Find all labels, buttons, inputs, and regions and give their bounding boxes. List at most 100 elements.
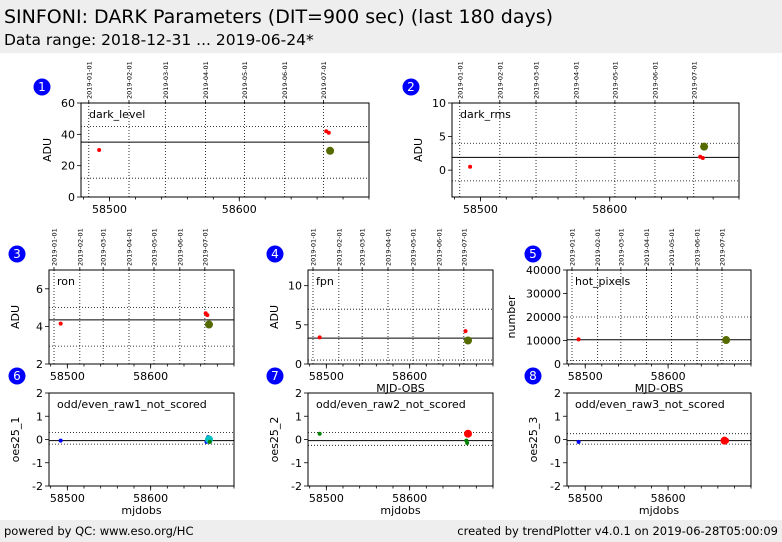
panel-number-badge <box>8 367 26 385</box>
date-tick-label: 2019-07-01 <box>320 61 328 99</box>
data-point <box>317 335 322 340</box>
y-axis-label: ADU <box>268 305 281 329</box>
date-tick-label: 2019-03-01 <box>533 61 541 99</box>
date-tick-label: 2019-02-01 <box>496 61 504 99</box>
y-tick-label: 40000 <box>526 264 561 277</box>
chart-2: 2 2019-01-01 2019-02-01 2019-03-01 2019-04-0… <box>402 61 740 216</box>
x-axis-label: mjdobs <box>121 504 161 517</box>
data-point <box>326 130 331 135</box>
y-tick-label: 2 <box>36 358 43 371</box>
plot-frame <box>80 102 370 198</box>
data-point <box>58 438 63 443</box>
date-tick-label: 2019-02-01 <box>126 61 134 99</box>
y-axis-label: ADU <box>412 138 425 162</box>
date-tick-label: 2019-03-01 <box>617 228 625 266</box>
date-tick-label: 2019-03-01 <box>359 228 367 266</box>
y-tick-label: -2 <box>32 480 43 493</box>
date-tick-label: 2019-01-01 <box>456 61 464 99</box>
x-axis-label: MJD-OBS <box>376 382 424 395</box>
data-point <box>465 440 470 445</box>
x-tick-label: 58500 <box>568 492 603 505</box>
data-point <box>576 439 581 444</box>
x-tick-label: 58600 <box>133 370 168 383</box>
chart-1: 1 2019-01-01 2019-02-01 2019-03-01 2019-04-0… <box>33 61 370 216</box>
x-tick-label: 58600 <box>133 492 168 505</box>
date-tick-label: 2019-03-01 <box>162 61 170 99</box>
y-tick-label: 2 <box>554 387 561 400</box>
y-tick-label: -1 <box>291 457 302 470</box>
y-tick-label: 5 <box>439 131 446 144</box>
y-axis-label: oes25_3 <box>527 417 540 463</box>
x-tick-label: 58500 <box>568 370 603 383</box>
date-tick-label: 2019-06-01 <box>281 61 289 99</box>
y-axis-label: oes25_1 <box>9 417 22 463</box>
footer-created: created by trendPlotter v4.0.1 on 2019-0… <box>457 524 778 538</box>
panel-number-badge <box>402 78 420 96</box>
date-tick-label: 2019-04-01 <box>385 228 393 266</box>
footer-credit: powered by QC: www.eso.org/HC <box>4 524 194 538</box>
y-tick-label: 40 <box>61 128 75 141</box>
x-tick-label: 58600 <box>392 492 427 505</box>
data-point <box>464 336 472 345</box>
y-tick-label: 0 <box>554 434 561 447</box>
data-point <box>317 431 322 436</box>
y-tick-label: 0 <box>439 164 446 177</box>
y-tick-label: 4 <box>36 320 43 333</box>
parameter-name: odd/even_raw1_not_scored <box>57 398 207 411</box>
data-point <box>205 320 213 329</box>
data-point <box>723 437 730 444</box>
y-tick-label: 30000 <box>526 288 561 301</box>
y-axis-label: number <box>505 295 518 338</box>
data-point <box>722 336 731 345</box>
footer-bar: powered by QC: www.eso.org/HC created by… <box>0 520 782 542</box>
x-axis-label: MJD-OBS <box>635 382 683 395</box>
page-subtitle: Data range: 2018-12-31 ... 2019-06-24* <box>4 31 314 49</box>
y-tick-label: 0 <box>554 358 561 371</box>
y-tick-label: 60 <box>61 97 75 110</box>
x-tick-label: 58600 <box>651 492 686 505</box>
parameter-name: ron <box>57 275 75 288</box>
header-bar: SINFONI: DARK Parameters (DIT=900 sec) (… <box>0 0 782 53</box>
panel-number: 6 <box>13 369 21 383</box>
date-tick-label: 2019-06-01 <box>435 228 443 266</box>
date-tick-label: 2019-05-01 <box>241 61 249 99</box>
plot-frame <box>451 102 740 198</box>
date-tick-label: 2019-03-01 <box>100 228 108 266</box>
date-tick-label: 2019-07-01 <box>201 228 209 266</box>
panel-number: 1 <box>38 80 46 94</box>
date-tick-label: 2019-05-01 <box>611 61 619 99</box>
y-tick-label: 2 <box>295 387 302 400</box>
y-tick-label: 1 <box>554 410 561 423</box>
y-axis-label: ADU <box>9 305 22 329</box>
date-tick-label: 2019-01-01 <box>568 228 576 266</box>
y-tick-label: -1 <box>32 457 43 470</box>
chart-4: 4 2019-01-01 2019-02-01 2019-03-01 2019-04-0… <box>266 228 494 395</box>
data-point <box>207 439 212 444</box>
panel-number: 3 <box>13 247 21 261</box>
parameter-name: hot_pixels <box>575 275 631 288</box>
x-tick-label: 58500 <box>309 492 344 505</box>
panel-number-badge <box>266 245 284 263</box>
x-tick-label: 58500 <box>463 203 498 216</box>
parameter-name: dark_rms <box>460 108 511 121</box>
date-tick-label: 2019-05-01 <box>668 228 676 266</box>
y-tick-label: -2 <box>550 480 561 493</box>
date-tick-label: 2019-02-01 <box>335 228 343 266</box>
panel-number-badge <box>524 367 542 385</box>
y-tick-label: 0 <box>295 358 302 371</box>
date-tick-label: 2019-05-01 <box>151 228 159 266</box>
panel-number: 8 <box>529 369 537 383</box>
y-tick-label: -2 <box>291 480 302 493</box>
parameter-name: odd/even_raw2_not_scored <box>316 398 466 411</box>
y-tick-label: 0 <box>295 434 302 447</box>
date-tick-label: 2019-04-01 <box>126 228 134 266</box>
y-tick-label: 20000 <box>526 311 561 324</box>
date-tick-label: 2019-04-01 <box>643 228 651 266</box>
x-axis-label: mjdobs <box>639 504 679 517</box>
data-point <box>464 429 472 438</box>
date-tick-label: 2019-04-01 <box>573 61 581 99</box>
page-title: SINFONI: DARK Parameters (DIT=900 sec) (… <box>4 6 554 28</box>
x-tick-label: 58500 <box>92 203 127 216</box>
y-tick-label: 6 <box>36 283 43 296</box>
